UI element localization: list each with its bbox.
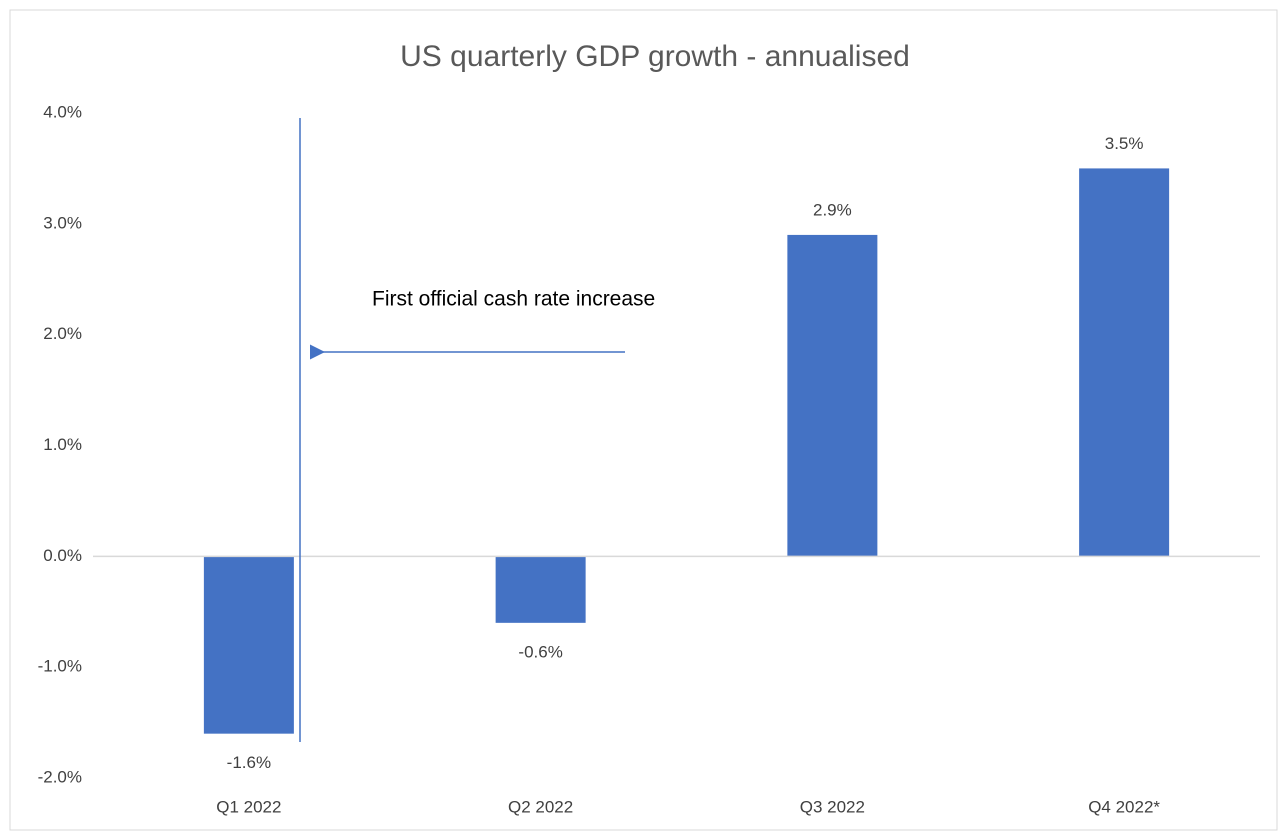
x-tick-label: Q4 2022* [1088,797,1160,816]
bar [495,556,586,623]
y-tick-label: 2.0% [43,324,82,343]
y-tick-label: 3.0% [43,213,82,232]
y-tick-label: 4.0% [43,102,82,121]
y-tick-label: 0.0% [43,546,82,565]
bar [203,556,294,734]
y-tick-label: -2.0% [38,767,82,786]
x-tick-label: Q2 2022 [508,797,573,816]
value-label: 2.9% [813,200,852,219]
bar [787,234,878,557]
annotation: First official cash rate increase [372,288,655,311]
y-tick-label: -1.0% [38,657,82,676]
bar [1079,168,1170,557]
value-label: -0.6% [518,642,562,661]
x-tick-label: Q1 2022 [216,797,281,816]
chart-title: US quarterly GDP growth - annualised [400,40,910,73]
y-tick-label: 1.0% [43,435,82,454]
x-tick-label: Q3 2022 [800,797,865,816]
value-label: -1.6% [227,753,271,772]
value-label: 3.5% [1105,134,1144,153]
